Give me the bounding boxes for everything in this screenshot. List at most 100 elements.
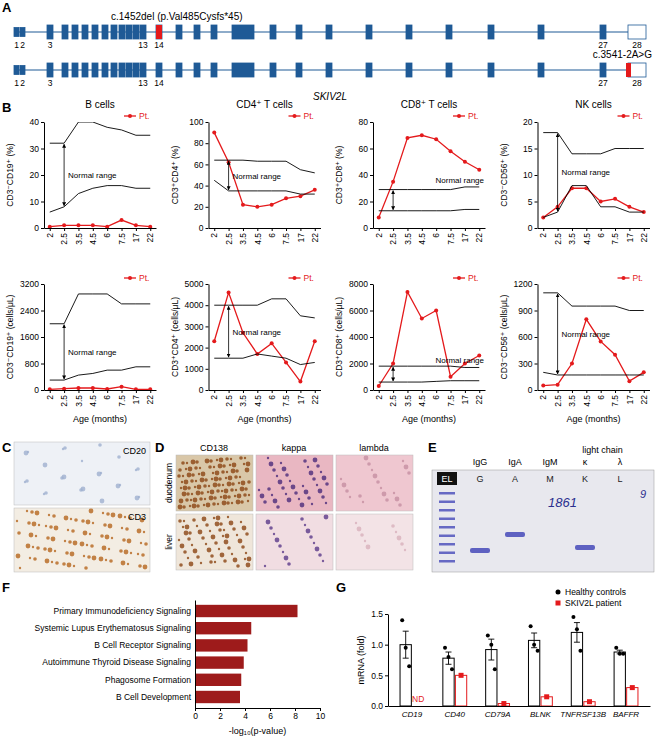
x-axis-line: [45, 228, 157, 229]
tick: 22: [310, 390, 320, 404]
tick-label: 4.5: [582, 395, 592, 407]
tick: 80: [359, 117, 373, 127]
texture: [260, 494, 265, 499]
legend-label: Pt.: [633, 273, 643, 283]
point: [134, 387, 138, 390]
tick: 40: [359, 170, 373, 180]
texture: [29, 557, 31, 559]
texture: [209, 530, 211, 532]
exon: [62, 63, 68, 77]
texture: [209, 560, 213, 564]
tick-mark: [41, 337, 44, 338]
texture: [137, 529, 142, 534]
texture: [178, 468, 182, 472]
tick-mark: [150, 390, 151, 393]
texture: [304, 490, 309, 495]
point: [443, 646, 447, 650]
tick-label: 20: [194, 202, 204, 212]
texture: [216, 516, 221, 521]
tick: 2000: [349, 359, 373, 369]
texture: [187, 537, 191, 541]
tick-mark: [206, 207, 209, 208]
legend-label: Pt.: [139, 111, 149, 121]
texture: [208, 485, 210, 487]
exon: [62, 25, 68, 39]
texture: [402, 460, 404, 462]
tick-label: 2: [218, 711, 223, 721]
tick-mark: [535, 149, 538, 150]
tick-label: 1200: [514, 279, 533, 289]
tick-label: 2.5: [59, 395, 69, 407]
tick-mark: [535, 228, 538, 229]
range-line: [50, 294, 151, 324]
tick: 4.5: [582, 390, 592, 407]
error-bar: [446, 652, 452, 664]
point: [434, 309, 438, 313]
tick-label: 3200: [20, 279, 39, 289]
tick: 6: [267, 228, 277, 238]
exon: [111, 63, 117, 77]
texture: [307, 466, 309, 468]
texture: [64, 540, 66, 542]
tick: 0: [528, 223, 538, 233]
range-arrow: [393, 367, 394, 381]
texture: [233, 558, 238, 563]
tick: 8000: [349, 279, 373, 289]
texture: [109, 559, 113, 563]
texture: [315, 547, 320, 552]
point: [76, 223, 80, 227]
texture: [100, 534, 104, 538]
tick-label: 2.5: [224, 233, 234, 245]
texture: [322, 560, 324, 562]
texture: [364, 456, 369, 461]
y-axis: 03006009001200: [514, 279, 538, 395]
tick-label: 2.5: [553, 233, 563, 245]
y-axis-line: [373, 285, 374, 391]
texture: [200, 562, 202, 564]
texture: [90, 544, 94, 548]
tick-label: 2.5: [224, 395, 234, 407]
legend-entry: Pt.: [124, 273, 149, 283]
bar: [195, 691, 240, 703]
texture: [210, 554, 214, 558]
tick: 2: [538, 228, 548, 238]
row-label: liver: [164, 534, 174, 550]
point: [227, 290, 231, 294]
tick-mark: [50, 390, 51, 393]
texture: [400, 542, 404, 546]
line-chart: 0510152022.53.54.567.51722Normal rangePt…: [499, 99, 651, 245]
exon: [211, 63, 217, 77]
tick: B Cell Development: [116, 692, 195, 702]
tick: 22: [474, 390, 484, 404]
tick: 3200: [20, 279, 44, 289]
tick-label: 4.5: [582, 233, 592, 245]
point: [599, 339, 603, 343]
micrograph: [176, 455, 253, 511]
texture: [117, 455, 121, 459]
tick-label: 5: [528, 197, 533, 207]
x-axis-line: [196, 708, 321, 709]
legend-entry: Pt.: [453, 273, 478, 283]
texture: [217, 503, 219, 505]
tick-mark: [379, 228, 380, 231]
texture: [380, 487, 382, 489]
tick: 4.5: [88, 228, 98, 245]
texture: [221, 470, 225, 474]
texture: [86, 544, 88, 546]
tick-mark: [572, 228, 573, 231]
exon: [326, 63, 332, 77]
tick-label: 0: [199, 223, 204, 233]
series-line: [379, 292, 480, 386]
point: [391, 362, 395, 366]
tick-label: 0: [528, 223, 533, 233]
texture: [227, 546, 231, 550]
y-axis-title: CD3⁺CD4⁺ (%): [170, 146, 180, 205]
micrograph: [176, 514, 253, 570]
x-axis-title: Age (months): [237, 414, 291, 424]
point: [420, 316, 424, 320]
point: [212, 339, 216, 343]
tick: 10: [316, 708, 326, 721]
figure: ABCDEFGc.1452del (p.Val485Cysfs*45)12313…: [0, 0, 658, 750]
column-label: CD138: [200, 443, 228, 453]
point: [463, 160, 467, 164]
